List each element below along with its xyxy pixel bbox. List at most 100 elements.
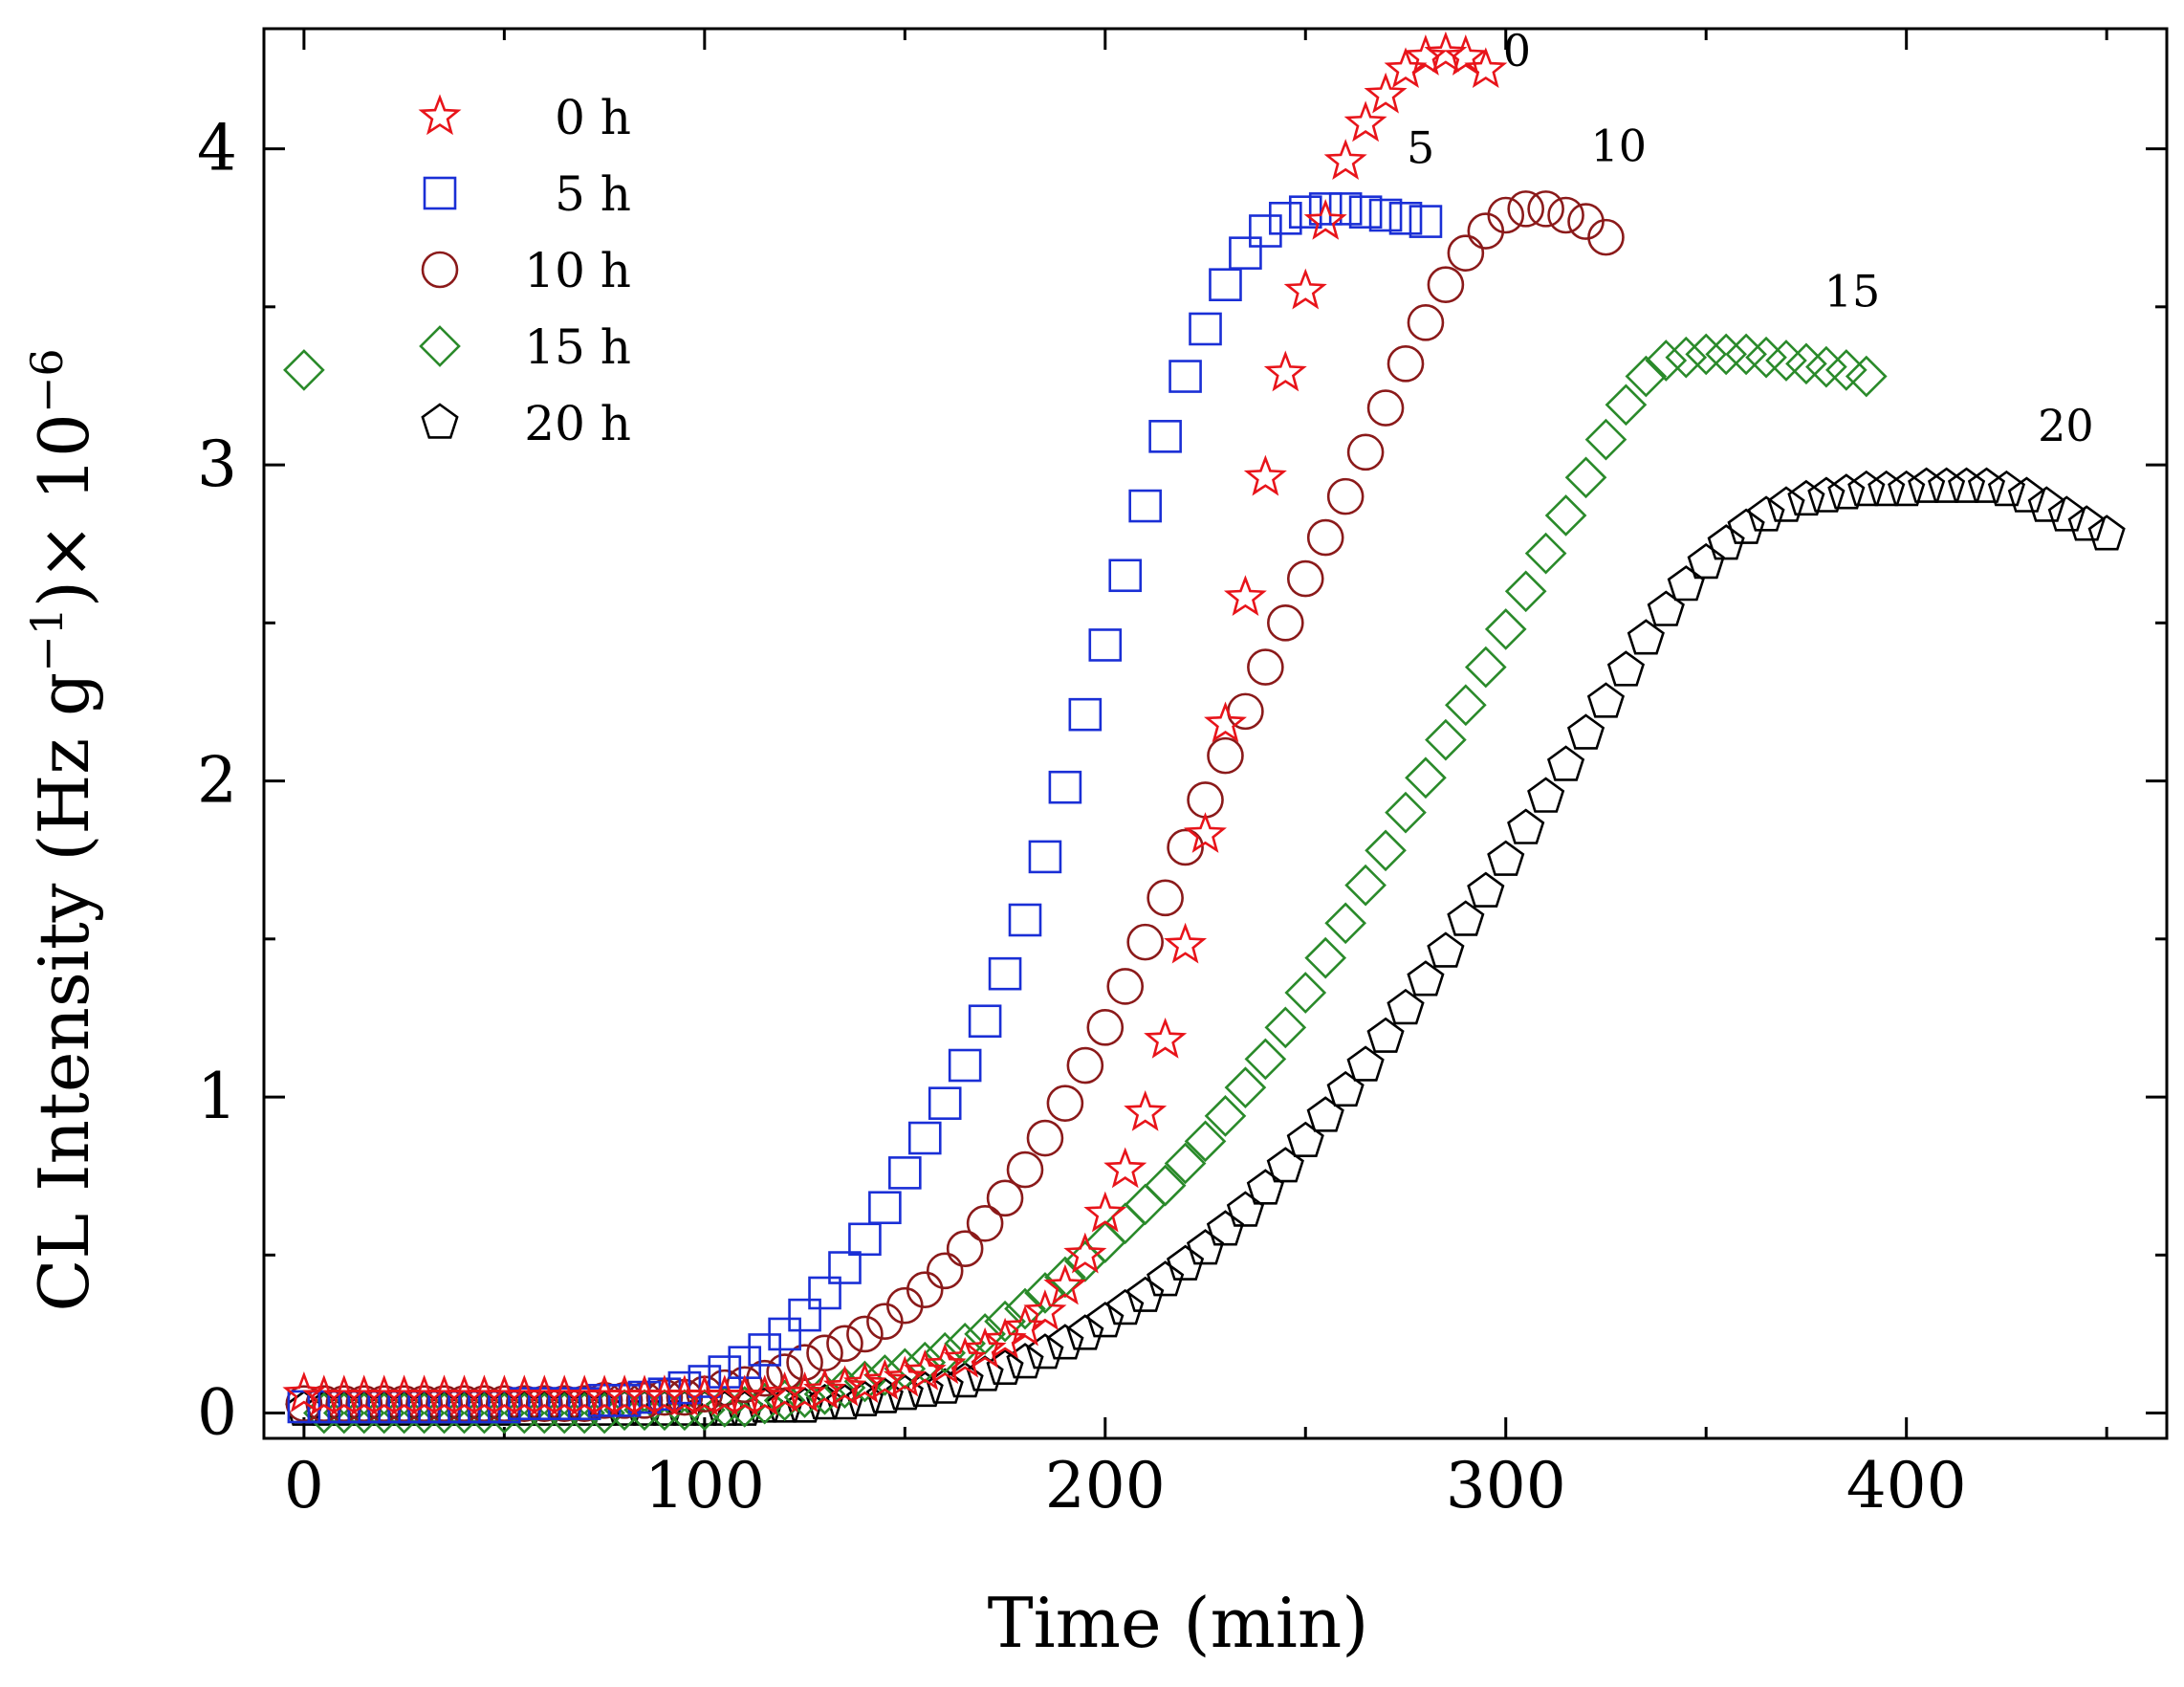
data-point	[888, 1156, 922, 1190]
data-point	[1787, 479, 1825, 516]
data-point	[1304, 936, 1347, 979]
data-point	[863, 1354, 906, 1396]
data-point	[1086, 1009, 1125, 1046]
x-tick-label: 300	[1446, 1449, 1566, 1523]
data-point	[1387, 988, 1425, 1025]
data-point	[1409, 205, 1443, 238]
legend-label: 20 h	[524, 396, 631, 451]
data-point	[446, 1385, 483, 1422]
data-point	[1467, 871, 1505, 908]
data-point	[1645, 340, 1688, 382]
data-point	[1404, 33, 1448, 76]
x-axis-title: Time (min)	[988, 1583, 1369, 1663]
data-point	[708, 1355, 742, 1389]
legend-item: 15 h	[419, 319, 631, 375]
data-point	[426, 1385, 463, 1422]
data-point	[1046, 1324, 1084, 1360]
data-point	[1364, 72, 1408, 114]
data-point	[1627, 619, 1665, 655]
data-point	[322, 1391, 365, 1435]
data-point	[1147, 879, 1184, 917]
data-point	[405, 1385, 443, 1422]
y-tick-label: 0	[197, 1376, 237, 1450]
data-point	[1128, 489, 1162, 523]
x-tick-label: 0	[284, 1449, 324, 1523]
y-axis-title-mid: )× 10	[24, 413, 104, 607]
data-point	[1167, 828, 1204, 866]
data-point	[1348, 195, 1383, 229]
legend-label: 10 h	[524, 243, 631, 298]
data-point	[1507, 190, 1544, 228]
data-point	[948, 1048, 982, 1083]
data-point	[1106, 968, 1145, 1005]
data-point	[2067, 505, 2106, 541]
data-point	[1306, 518, 1344, 557]
data-point	[563, 1391, 605, 1435]
data-point	[1209, 268, 1242, 301]
data-point	[1584, 418, 1627, 461]
data-point	[385, 1385, 423, 1422]
data-point	[868, 1191, 902, 1225]
data-point	[1447, 900, 1485, 936]
data-point	[1066, 1314, 1104, 1350]
data-point	[1008, 903, 1042, 937]
data-point	[1827, 473, 1866, 510]
data-point	[1447, 234, 1485, 272]
y-axis-title: CL Intensity (Hz g−1)× 10−6	[21, 348, 104, 1311]
data-point	[1665, 336, 1708, 379]
x-tick-label: 200	[1045, 1449, 1166, 1523]
data-point	[382, 1391, 426, 1435]
data-point	[1324, 902, 1366, 945]
data-point	[946, 1361, 984, 1398]
data-point	[2027, 486, 2065, 522]
data-point	[1587, 218, 1625, 256]
data-point	[863, 1358, 906, 1400]
data-point	[1108, 559, 1143, 593]
data-point	[1326, 477, 1365, 515]
data-point	[506, 1385, 543, 1422]
data-point	[603, 1389, 645, 1432]
legend-item: 0 h	[418, 90, 631, 145]
data-point	[1464, 47, 1508, 89]
data-point	[2007, 476, 2045, 513]
data-point	[1266, 1147, 1304, 1183]
x-tick-label: 100	[644, 1449, 765, 1523]
data-point	[1344, 864, 1387, 907]
data-point	[1204, 701, 1247, 743]
data-point	[525, 1385, 563, 1422]
data-point	[1785, 342, 1827, 385]
data-point	[1269, 201, 1302, 235]
data-point	[885, 1374, 924, 1411]
data-point	[1088, 628, 1123, 662]
data-point	[1845, 355, 1888, 398]
data-point	[1144, 1164, 1187, 1207]
data-point	[1147, 1260, 1185, 1297]
data-point	[903, 1348, 947, 1391]
data-point	[1445, 684, 1487, 727]
data-point	[567, 1387, 601, 1420]
data-point	[1765, 340, 1807, 382]
data-point	[766, 1353, 803, 1391]
data-point	[1126, 1276, 1165, 1312]
data-markers	[282, 31, 2126, 1435]
data-point	[1249, 214, 1282, 248]
data-point	[828, 1251, 862, 1284]
data-point	[1326, 1070, 1365, 1107]
data-point	[1507, 808, 1545, 844]
data-point	[1184, 1120, 1227, 1163]
data-point	[1283, 268, 1327, 310]
y-tick-label: 3	[197, 427, 237, 501]
data-point	[1068, 697, 1103, 732]
data-point	[585, 1382, 623, 1419]
data-point	[1303, 198, 1347, 240]
data-point	[362, 1391, 405, 1435]
legend-item: 20 h	[421, 396, 631, 451]
data-point	[1126, 923, 1164, 961]
data-point	[623, 1389, 666, 1432]
data-point	[1388, 201, 1423, 235]
data-point	[1284, 972, 1327, 1014]
data-point	[946, 1230, 984, 1268]
data-point	[926, 1252, 964, 1290]
data-point	[1527, 777, 1565, 813]
data-point	[1306, 1096, 1344, 1132]
